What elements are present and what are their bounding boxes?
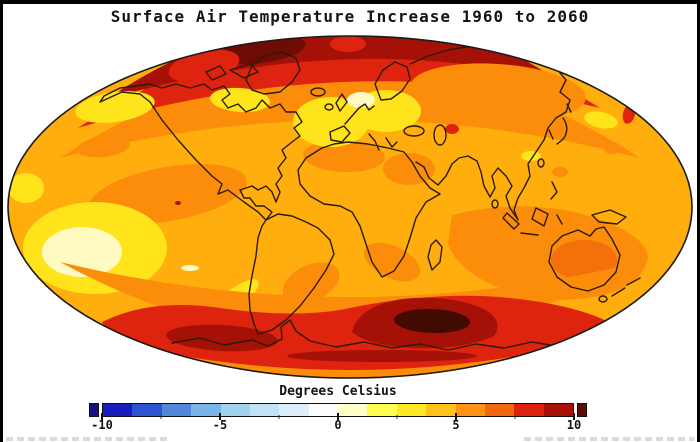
greenland-outline xyxy=(245,51,301,95)
continent-outlines xyxy=(99,45,641,351)
colorbar-segment xyxy=(249,404,280,416)
antarctica-coastline xyxy=(171,319,597,351)
cropped-caption-remnant-right xyxy=(524,437,694,441)
australia-interior-hotspot xyxy=(551,240,617,280)
colorbar: -10 -5 0 5 10 xyxy=(89,401,587,433)
colorbar-segment xyxy=(484,404,515,416)
japan-outline xyxy=(548,103,572,145)
colorbar-segment xyxy=(161,404,192,416)
colorbar-left-endcap xyxy=(89,403,99,417)
colorbar-segment xyxy=(338,404,368,416)
caspian-sea-outline xyxy=(433,124,447,146)
colorbar-segment xyxy=(455,404,485,416)
new-zealand-outline xyxy=(611,277,641,297)
colorbar-tick-label: 10 xyxy=(566,418,582,432)
antarctic-hotspot xyxy=(394,308,470,334)
south-america-outline xyxy=(248,213,335,335)
colorbar-tick-labels: -10 -5 0 5 10 xyxy=(91,418,581,432)
colorbar-tick-label: 5 xyxy=(452,418,460,432)
projection-ellipse-outline xyxy=(7,35,693,379)
figure-title: Surface Air Temperature Increase 1960 to… xyxy=(110,7,590,26)
colorbar-segment xyxy=(103,404,133,416)
iceland-outline xyxy=(310,87,326,97)
sri-lanka-outline xyxy=(491,199,499,209)
colorbar-segment xyxy=(426,404,456,416)
africa-outline xyxy=(297,141,441,278)
colorbar-segment xyxy=(220,404,250,416)
australia-outline xyxy=(548,226,621,292)
antarctic-warming-bands xyxy=(60,262,640,378)
southeast-asia-islands-outline xyxy=(502,181,563,236)
arctic-islands-outline xyxy=(205,63,259,81)
colorbar-right-endcap xyxy=(577,403,587,417)
colorbar-segment xyxy=(367,404,397,416)
colorbar-tick-label: 0 xyxy=(334,418,342,432)
colorbar-tick-label: -5 xyxy=(212,418,228,432)
north-america-outline xyxy=(99,83,303,221)
black-sea-outline xyxy=(403,125,425,137)
colorbar-segment xyxy=(514,404,544,416)
map-fill-layers xyxy=(8,36,692,378)
southeast-pacific-pale-patch xyxy=(42,227,122,277)
colorbar-segment xyxy=(396,404,427,416)
colorbar-track xyxy=(102,403,574,417)
colorbar-tick-label: -10 xyxy=(91,418,113,432)
madagascar-outline xyxy=(427,239,443,271)
colorbar-segment xyxy=(191,404,221,416)
colorbar-title: Degrees Celsius xyxy=(279,384,397,399)
europe-outline xyxy=(329,61,411,151)
taiwan-outline xyxy=(537,158,545,168)
ireland-outline xyxy=(324,103,334,111)
cropped-caption-remnant-left xyxy=(6,437,171,441)
colorbar-segment xyxy=(132,404,162,416)
new-guinea-outline xyxy=(591,209,627,225)
colorbar-segment xyxy=(543,404,573,416)
colorbar-segment xyxy=(308,404,338,416)
colorbar-segment xyxy=(279,404,309,416)
tasmania-outline xyxy=(598,295,608,303)
